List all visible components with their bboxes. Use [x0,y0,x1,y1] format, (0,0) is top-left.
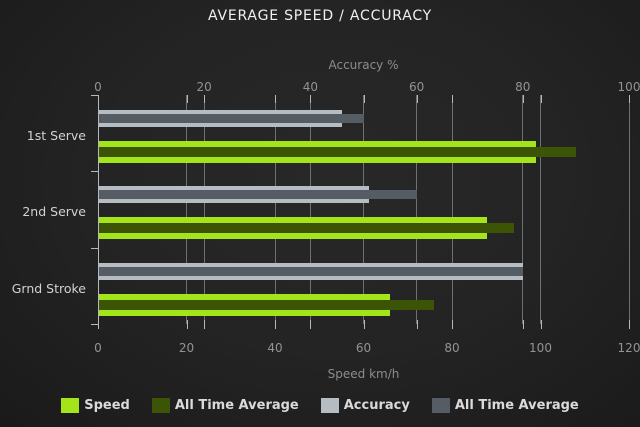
gridline [309,95,311,324]
legend-item-speed-0[interactable]: Speed [61,398,130,413]
y-axis-tick [91,324,98,325]
gridline [522,95,524,324]
bottom-axis-tick-label: 120 [617,341,640,355]
bottom-axis-tick [629,95,630,103]
gridline [274,95,276,324]
top-axis-tick [522,320,524,329]
top-axis-tick [416,320,418,329]
bottom-axis-tick [540,320,542,329]
bottom-axis-tick-label: 80 [444,341,460,355]
legend-swatch-all-time-average [431,398,450,413]
bottom-axis-tick [452,95,453,103]
bottom-axis-tick [540,95,542,103]
bottom-axis-tick-label: 60 [355,341,372,355]
bottom-axis-tick-label: 0 [94,341,102,355]
gridline [186,95,187,324]
legend-swatch-accuracy [320,398,339,413]
top-axis-tick [310,320,312,329]
gridline [203,95,205,324]
top-axis-tick [416,95,418,103]
gridline [628,95,630,324]
all-time-average-bar-1st-serve[interactable] [99,147,576,157]
gridline [540,95,541,324]
bottom-axis-tick [363,95,365,103]
legend-item-all-time-average-1[interactable]: All Time Average [151,398,299,413]
legend-swatch-speed [61,398,80,413]
bottom-axis-tick [452,320,453,329]
bottom-axis-tick [275,320,276,329]
top-axis-tick [310,95,312,103]
y-axis-tick [91,171,98,173]
bottom-axis-tick-label: 100 [529,341,552,355]
legend-item-all-time-average-3[interactable]: All Time Average [431,398,579,413]
legend-label: All Time Average [174,398,299,413]
y-axis-tick [91,95,98,96]
bottom-axis-tick [363,320,365,329]
bottom-axis-tick [629,320,630,329]
all-time-average-bar-grnd-stroke[interactable] [99,266,523,276]
chart-title: AVERAGE SPEED / ACCURACY [207,8,433,24]
legend-label: Accuracy [343,398,410,413]
top-axis-tick [204,95,206,103]
legend: Speed All Time Average Accuracy All Time Av… [0,398,640,413]
legend-item-accuracy-2[interactable]: Accuracy [320,398,410,413]
bottom-axis-tick-label: 40 [267,341,283,355]
bottom-axis-tick [275,95,276,103]
all-time-average-bar-2nd-serve[interactable] [99,223,514,234]
bottom-axis-tick-label: 20 [178,341,195,355]
top-axis-title: Accuracy % [328,58,399,72]
gridline [363,95,364,324]
bottom-axis-tick [186,320,188,329]
top-axis-tick [204,320,206,329]
top-axis-tick-label: 100 [617,80,640,94]
legend-swatch-all-time-average [151,398,170,413]
all-time-average-bar-grnd-stroke[interactable] [99,299,435,310]
bottom-axis-title: Speed km/h [327,367,400,381]
category-label-grnd-stroke: Grnd Stroke [11,280,86,296]
top-axis-tick [522,95,524,103]
gridline [451,95,453,324]
legend-label: Speed [84,398,130,413]
category-label-1st-serve: 1st Serve [26,128,86,143]
top-axis-tick-label: 80 [515,80,531,94]
all-time-average-bar-1st-serve[interactable] [99,114,364,123]
all-time-average-bar-2nd-serve[interactable] [99,190,417,200]
top-axis-tick-label: 60 [408,80,425,94]
legend-label: All Time Average [454,398,579,413]
top-axis-tick-label: 40 [302,80,319,94]
bottom-axis-tick [186,95,188,103]
gridline [416,95,418,324]
y-axis-line [98,95,99,325]
top-axis-tick-label: 20 [196,80,212,94]
y-axis-tick [91,247,98,249]
category-label-2nd-serve: 2nd Serve [22,204,86,220]
top-axis-tick-label: 0 [94,80,102,94]
